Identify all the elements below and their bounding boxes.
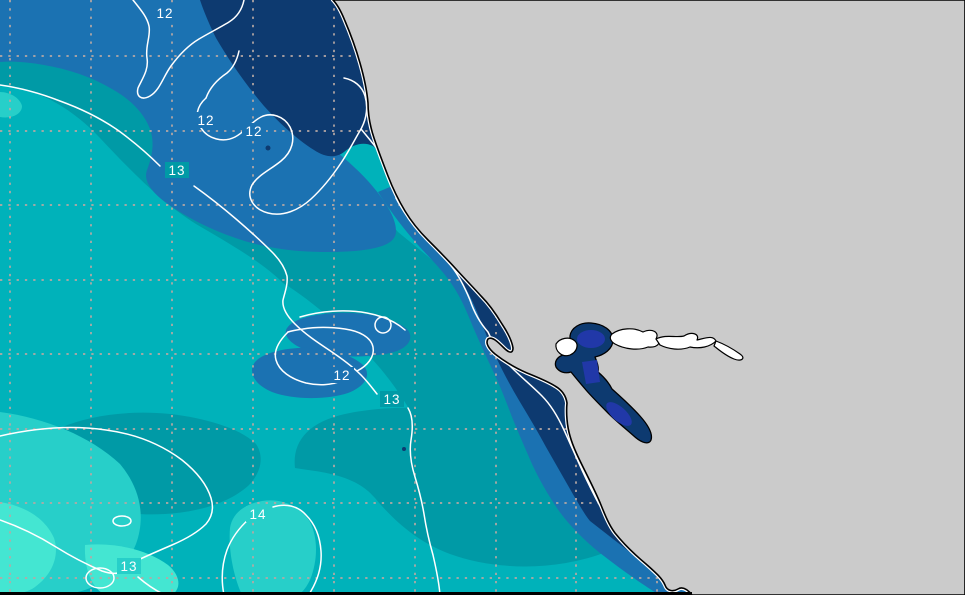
contour-12-small-ring (374, 316, 392, 334)
contour-label-12-d: 12 (333, 368, 350, 383)
contour-label-13-a: 13 (168, 163, 185, 178)
light-cyan-region-14-interior (229, 500, 316, 595)
bay-royal-patch-south (606, 402, 632, 426)
contour-12-ring-east (287, 326, 375, 372)
delta-channel-east (713, 340, 744, 361)
label-gap (117, 558, 141, 574)
contour-12-arc (299, 310, 406, 331)
light-cyan-patch-west-edge (0, 92, 22, 118)
label-gap (165, 162, 189, 178)
contour-label-12-c: 12 (245, 124, 262, 139)
navy-dot-north (265, 145, 271, 151)
contour-12-loop-tail-north (205, 50, 240, 99)
blue-cold-pool-patch-2 (252, 347, 368, 399)
contour-label-layer: 12 12 12 13 12 13 14 13 (117, 5, 404, 574)
contour-13-arc-over-blob (0, 426, 214, 563)
blue-cold-pool-dot (378, 320, 388, 330)
label-gap (153, 5, 177, 21)
contour-label-14: 14 (249, 507, 266, 522)
label-gap (330, 367, 354, 383)
land-layer (331, 0, 965, 595)
delta-channel-middle (655, 332, 717, 350)
bay-royal-patch-north (577, 330, 605, 348)
contour-label-13-c: 13 (120, 559, 137, 574)
contour-13-southwest (0, 519, 119, 575)
contour-13-lower (407, 407, 441, 595)
contour-label-13-b: 13 (383, 392, 400, 407)
label-gap (380, 391, 404, 407)
bay-royal-patch-central (582, 360, 600, 384)
map-bottom-border (0, 592, 692, 595)
contour-14-loop-east (272, 504, 322, 595)
contour-13-upper (0, 84, 161, 167)
contour-label-12-a: 12 (156, 6, 173, 21)
land-mass (332, 0, 965, 595)
contour-12-top (132, 0, 245, 99)
contour-14-loop-west (221, 518, 250, 595)
bay-layer (554, 322, 744, 444)
bay-mouth-white-patch (555, 337, 578, 357)
contour-label-12-b: 12 (197, 113, 214, 128)
label-gap (242, 123, 266, 139)
label-gap (194, 112, 218, 128)
contour-bean-oval (85, 567, 115, 589)
contour-12-ring-west (274, 331, 342, 386)
contour-small-oval (112, 515, 132, 527)
label-gap (246, 506, 270, 522)
navy-dot-central (402, 447, 406, 451)
delta-channel-west (609, 328, 660, 350)
